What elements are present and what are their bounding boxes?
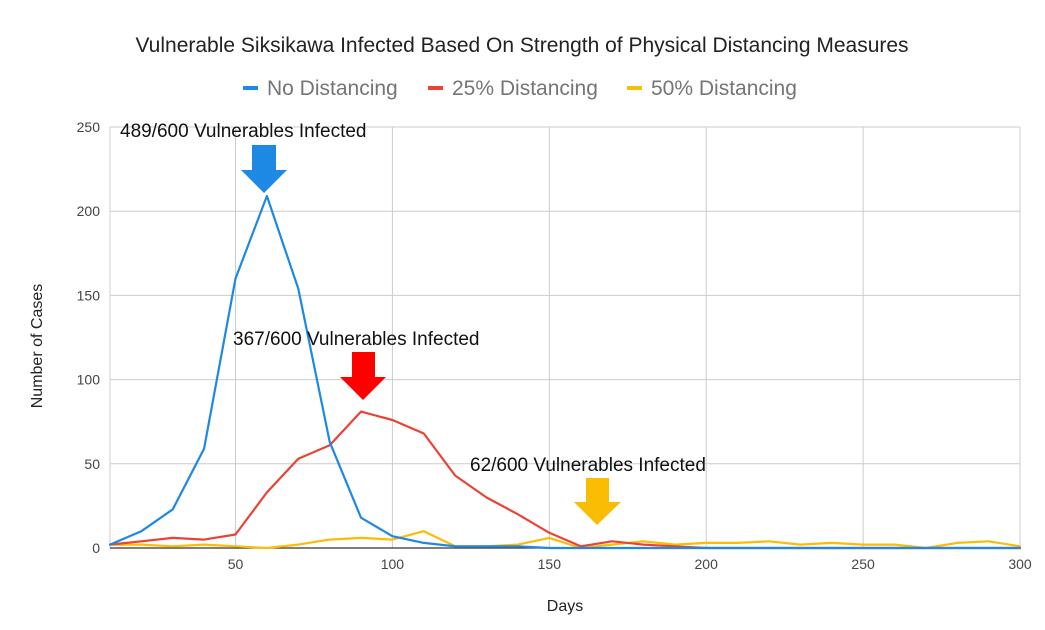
legend-label-25-distancing: 25% Distancing <box>452 77 598 100</box>
x-axis-title: Days <box>547 598 583 615</box>
y-tick-label: 0 <box>92 540 100 556</box>
series-lines <box>108 194 1022 550</box>
annotation-25-distancing: 367/600 Vulnerables Infected <box>233 329 479 350</box>
x-tick-label: 300 <box>1008 556 1032 572</box>
series-line-25-distancing <box>108 410 1022 550</box>
x-tick-label: 50 <box>228 556 244 572</box>
x-tick-label: 100 <box>381 556 405 572</box>
annotations: 489/600 Vulnerables Infected 367/600 Vul… <box>120 121 706 525</box>
legend: No Distancing 25% Distancing 50% Distanc… <box>243 77 797 100</box>
x-tick-label: 150 <box>538 556 562 572</box>
arrow-down-icon-yellow <box>574 478 621 525</box>
y-axis-title: Number of Cases <box>29 284 46 409</box>
series-line-50-distancing <box>108 530 1022 550</box>
annotation-no-distancing: 489/600 Vulnerables Infected <box>120 121 366 142</box>
y-axis-ticks: 0 50 100 150 200 250 <box>77 119 101 556</box>
y-tick-label: 100 <box>77 372 101 388</box>
legend-item-50-distancing: 50% Distancing <box>627 77 797 100</box>
x-axis-ticks: 50 100 150 200 250 300 <box>228 556 1032 572</box>
legend-label-50-distancing: 50% Distancing <box>651 77 797 100</box>
x-tick-label: 250 <box>851 556 875 572</box>
arrow-down-icon-blue <box>241 145 287 193</box>
arrow-down-icon-red <box>340 352 386 400</box>
gridlines <box>109 126 1021 549</box>
legend-label-no-distancing: No Distancing <box>267 77 398 100</box>
y-tick-label: 250 <box>77 119 101 135</box>
chart-title: Vulnerable Siksikawa Infected Based On S… <box>135 34 908 57</box>
x-tick-label: 200 <box>695 556 719 572</box>
y-tick-label: 50 <box>84 456 100 472</box>
annotation-50-distancing: 62/600 Vulnerables Infected <box>470 455 706 476</box>
y-tick-label: 150 <box>77 287 101 303</box>
y-tick-label: 200 <box>77 203 101 219</box>
legend-item-no-distancing: No Distancing <box>243 77 398 100</box>
series-line-no-distancing <box>108 194 1022 550</box>
legend-item-25-distancing: 25% Distancing <box>428 77 598 100</box>
